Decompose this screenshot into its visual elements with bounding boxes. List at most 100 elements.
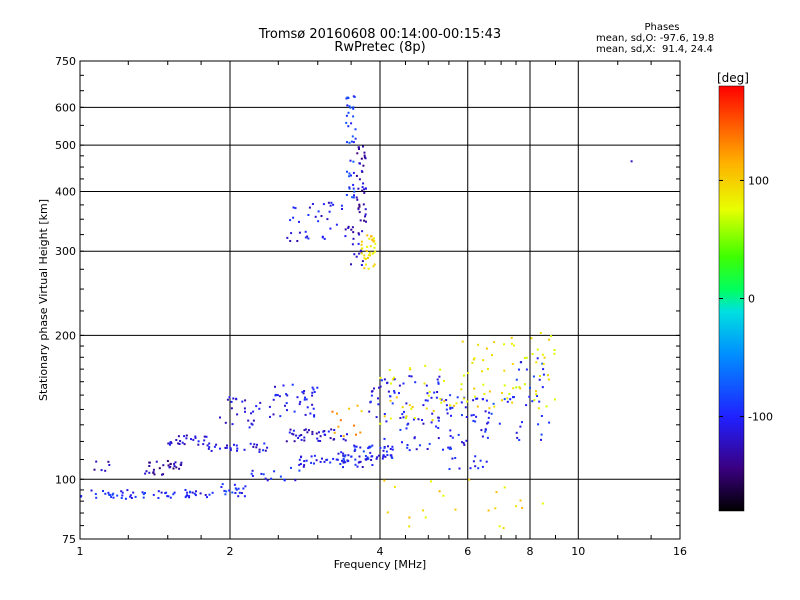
data-point — [236, 447, 239, 450]
data-point — [348, 105, 351, 108]
data-point — [402, 382, 405, 385]
data-point — [340, 451, 343, 454]
colorbar-unit-label: [deg] — [717, 71, 749, 85]
data-point — [180, 461, 183, 464]
data-point — [464, 406, 467, 409]
x-tick-label: 4 — [377, 545, 384, 558]
data-point — [353, 95, 356, 98]
data-point — [195, 490, 197, 493]
data-point — [414, 381, 417, 384]
data-point — [408, 375, 411, 378]
data-point — [348, 187, 351, 190]
data-point — [303, 390, 306, 392]
data-point — [181, 441, 184, 444]
data-point — [272, 398, 275, 401]
data-point — [305, 398, 308, 401]
data-point — [193, 492, 196, 495]
x-tick-label: 2 — [227, 545, 234, 558]
data-point — [303, 464, 306, 467]
data-point — [252, 419, 255, 422]
data-point — [249, 442, 252, 445]
data-point — [531, 353, 534, 356]
data-point — [358, 455, 361, 458]
data-point — [428, 390, 431, 393]
data-point — [229, 446, 232, 449]
data-point — [405, 427, 408, 430]
data-point — [342, 457, 345, 460]
data-point — [312, 407, 315, 410]
data-point — [356, 465, 359, 468]
data-point — [424, 399, 427, 402]
data-point — [292, 433, 295, 436]
data-point — [304, 413, 307, 416]
data-point — [350, 228, 353, 231]
data-point — [382, 449, 385, 452]
data-point — [167, 442, 170, 445]
data-point — [317, 220, 320, 223]
data-point — [93, 468, 96, 471]
data-point — [506, 397, 509, 400]
data-point — [472, 358, 475, 361]
data-point — [423, 382, 426, 385]
data-point — [532, 375, 535, 378]
data-point — [264, 477, 267, 480]
data-point — [528, 395, 531, 398]
data-point — [361, 247, 364, 250]
data-point — [173, 465, 176, 467]
data-point — [243, 448, 246, 451]
data-point — [391, 457, 394, 459]
data-point — [547, 374, 549, 377]
data-point — [188, 495, 190, 498]
data-point — [132, 491, 135, 494]
data-point — [515, 431, 518, 434]
data-point — [313, 415, 316, 418]
data-point — [248, 426, 251, 429]
data-point — [350, 455, 353, 458]
data-point — [456, 396, 459, 399]
data-point — [445, 408, 448, 411]
data-point — [369, 245, 372, 248]
data-point — [467, 372, 470, 374]
data-point — [317, 439, 320, 442]
data-point — [286, 409, 288, 412]
data-point — [326, 218, 329, 221]
data-point — [207, 447, 210, 450]
data-point — [95, 496, 98, 499]
data-point — [541, 362, 544, 365]
data-point — [329, 437, 332, 440]
data-point — [550, 335, 552, 338]
data-point — [399, 428, 402, 431]
data-point — [405, 417, 407, 420]
data-point — [460, 388, 463, 391]
data-point — [274, 385, 276, 388]
data-point — [501, 392, 503, 394]
data-point — [224, 421, 227, 424]
data-point — [157, 497, 160, 499]
data-point — [465, 416, 468, 418]
data-point — [166, 460, 169, 462]
data-point — [424, 364, 427, 367]
data-point — [121, 494, 124, 497]
data-point — [357, 242, 360, 245]
data-point — [315, 459, 318, 462]
data-point — [383, 437, 386, 440]
data-point — [294, 479, 297, 482]
data-point — [516, 436, 519, 439]
data-point — [548, 338, 551, 341]
y-axis-ticks: 75 100 200 300 400 500 600 750 — [55, 55, 680, 546]
data-point — [481, 435, 484, 438]
data-point — [320, 215, 323, 217]
data-point — [435, 396, 438, 399]
data-point — [492, 402, 495, 405]
data-point — [372, 265, 375, 268]
data-point — [525, 368, 528, 371]
data-point — [323, 433, 326, 436]
data-point — [387, 390, 390, 393]
data-point — [275, 393, 277, 396]
data-point — [360, 243, 363, 246]
data-point — [382, 454, 385, 457]
data-point — [372, 252, 375, 255]
data-point — [294, 207, 297, 210]
data-point — [362, 203, 365, 206]
data-point — [79, 495, 82, 498]
